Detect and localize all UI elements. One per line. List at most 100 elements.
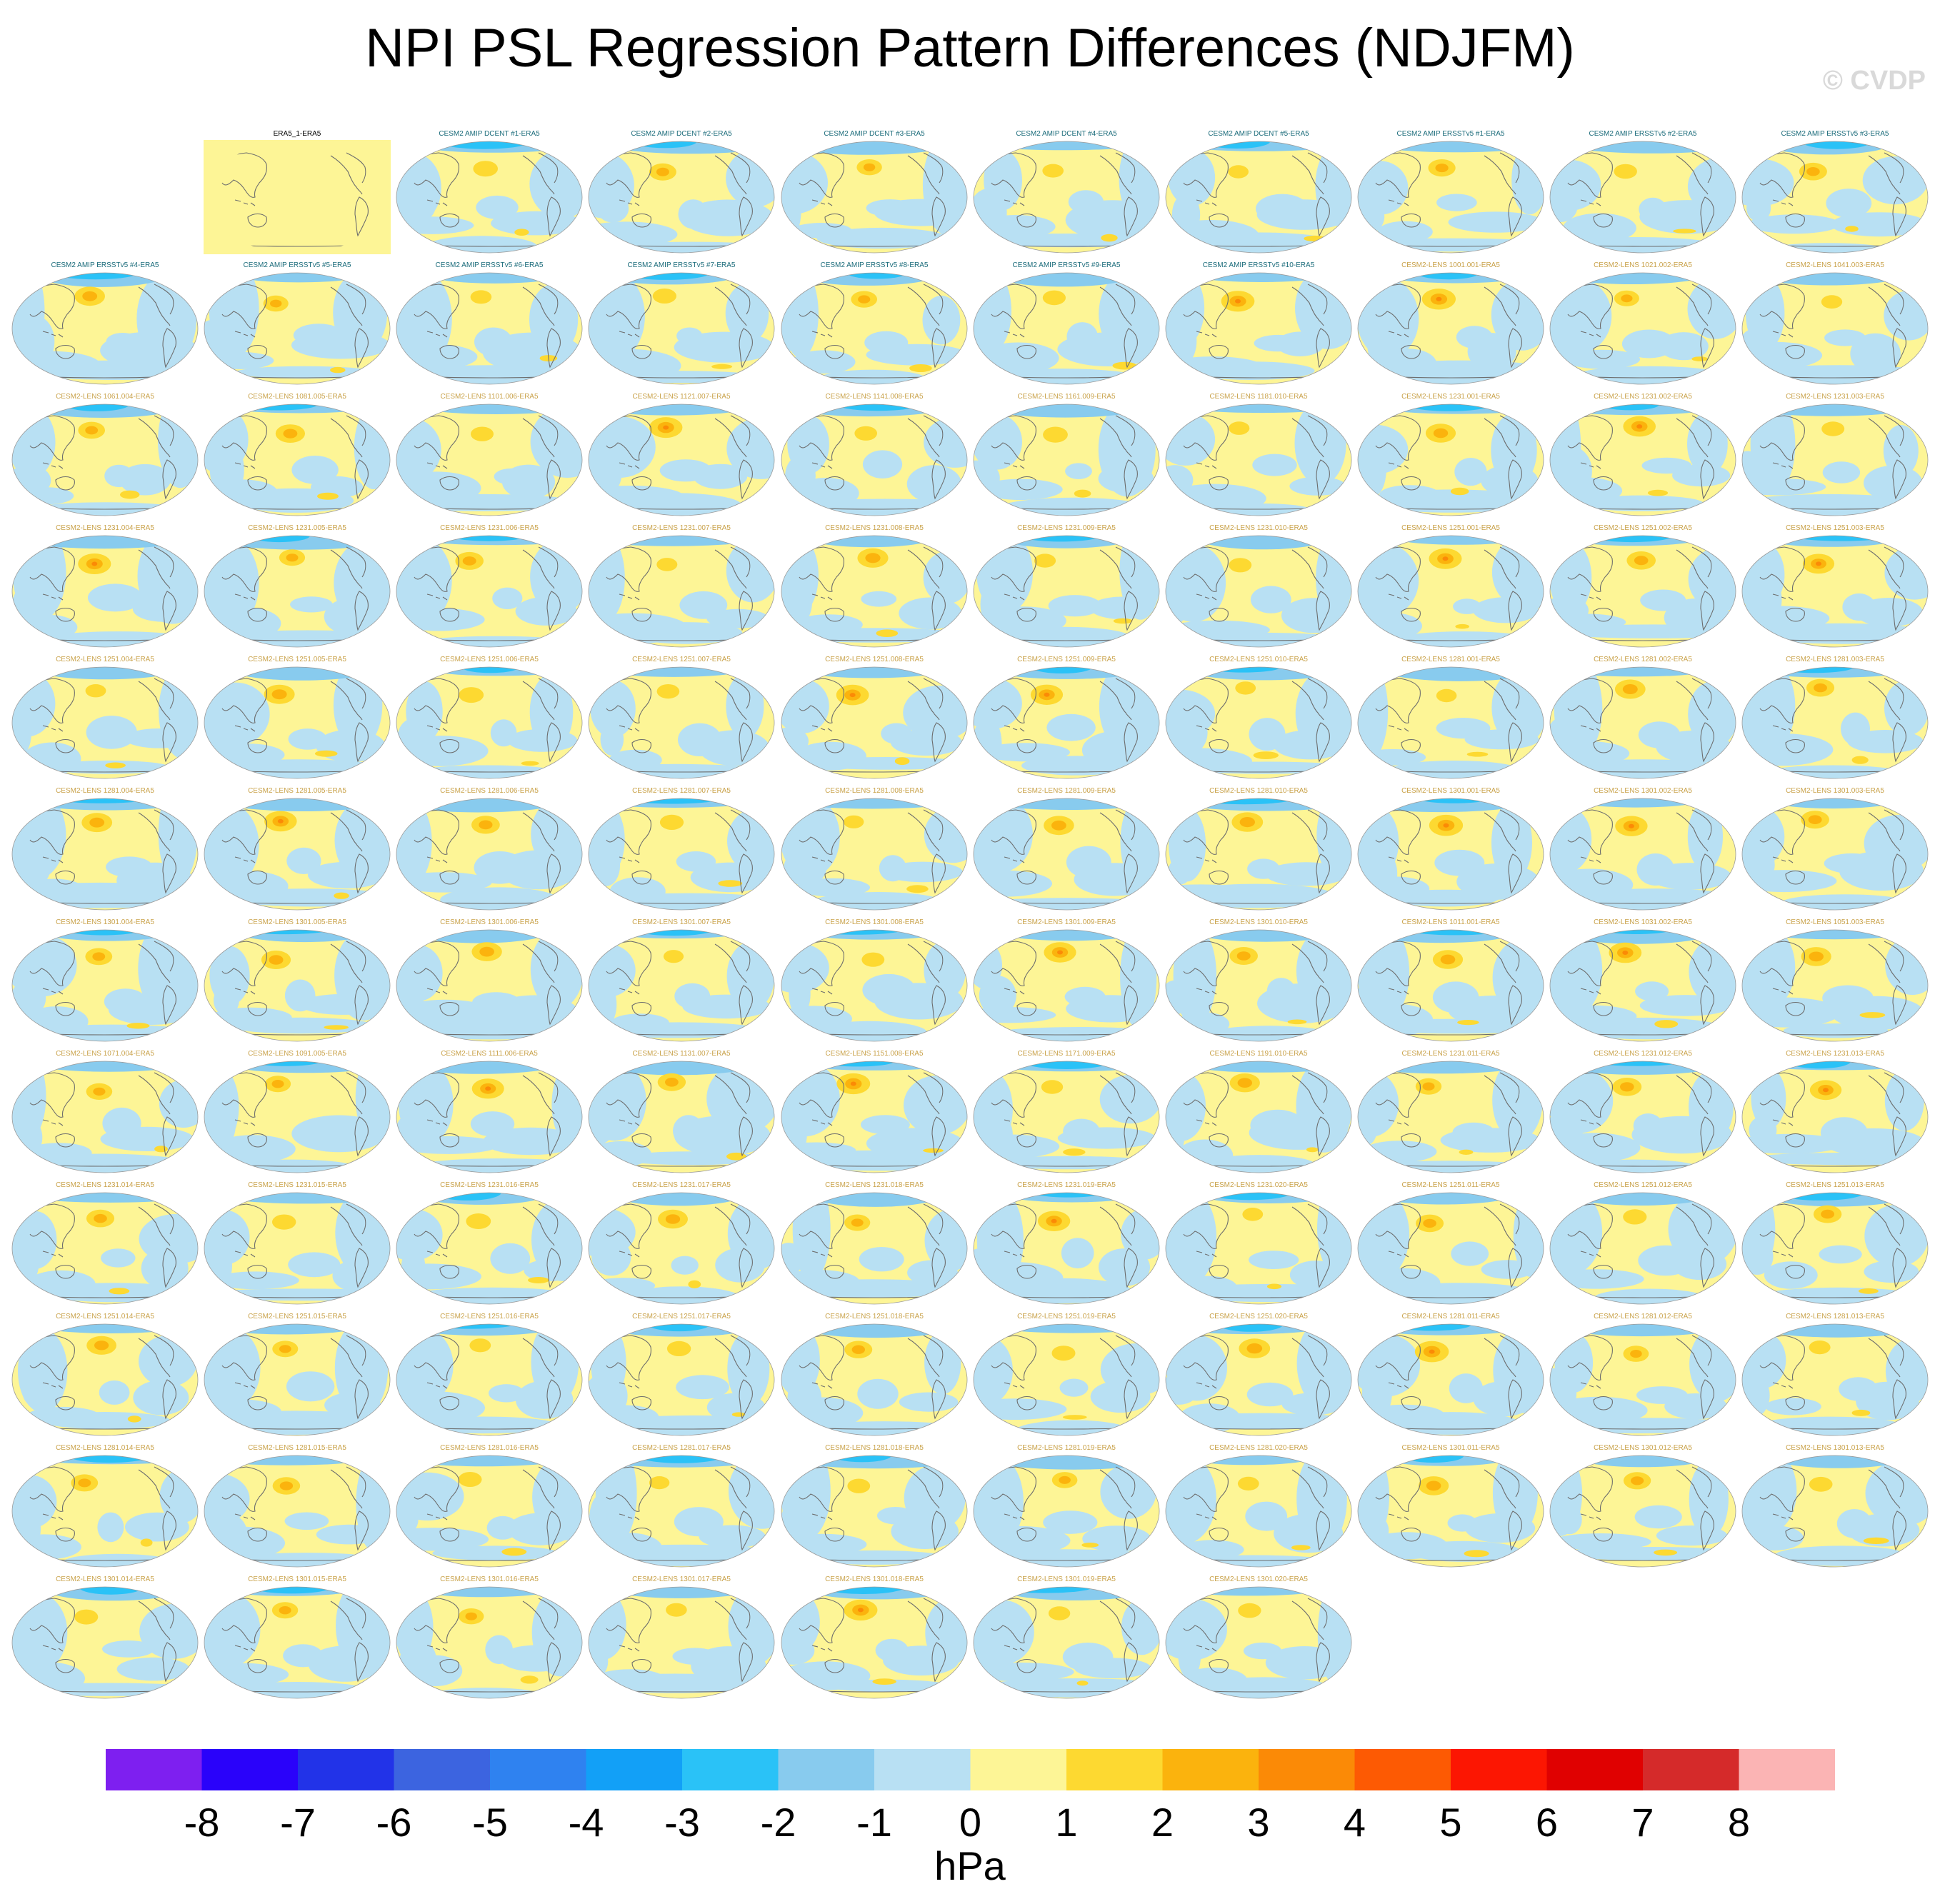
field-negative-region	[1166, 586, 1190, 626]
field-positive-center	[850, 1081, 856, 1086]
field-negative-region	[1068, 190, 1104, 214]
field-positive-center	[858, 295, 871, 304]
field-positive-center	[1242, 1208, 1264, 1221]
field-positive-center	[1464, 1550, 1489, 1558]
field-negative-region	[678, 723, 722, 756]
coastline	[354, 1116, 369, 1157]
colorbar-tick-label: -1	[856, 1800, 892, 1845]
map-border	[973, 1192, 1160, 1305]
coastline	[974, 809, 1036, 855]
map-panel	[396, 929, 583, 1042]
field-negative-region	[472, 992, 521, 1013]
coastline	[154, 678, 174, 709]
field-positive-center	[849, 693, 856, 698]
panel-title: CESM2-LENS 1281.020-ERA5	[1209, 1444, 1308, 1452]
field-positive-center	[1291, 1545, 1311, 1550]
coastline	[1742, 546, 1805, 592]
field-negative-region	[1550, 1533, 1651, 1550]
coastline	[1676, 1469, 1709, 1509]
panel-title: CESM2-LENS 1231.003-ERA5	[1786, 393, 1884, 401]
map-border	[973, 535, 1160, 648]
map-border	[1549, 272, 1736, 385]
coastline	[247, 870, 267, 885]
coastline	[1004, 199, 1025, 206]
field-positive-center	[485, 1086, 491, 1091]
coastline	[1785, 738, 1805, 753]
field-negative-region	[726, 417, 774, 479]
coastline	[162, 1510, 176, 1551]
coastline	[1785, 476, 1805, 491]
coastline	[1691, 1072, 1712, 1103]
coastline	[1004, 1251, 1025, 1258]
field-negative-region	[1066, 322, 1098, 351]
panel-title: CESM2-LENS 1281.001-ERA5	[1401, 656, 1500, 663]
coastline	[538, 1335, 559, 1366]
field-negative-region	[824, 1679, 949, 1692]
panel-title: CESM2-LENS 1281.005-ERA5	[248, 787, 346, 795]
field-negative-region	[781, 1243, 804, 1276]
coastline	[522, 943, 555, 983]
coastline	[730, 152, 751, 184]
coastline	[1785, 1527, 1805, 1542]
coastline	[1884, 1072, 1904, 1103]
field-positive-center	[286, 553, 299, 562]
panel-title: CESM2-LENS 1301.011-ERA5	[1401, 1444, 1500, 1452]
field-negative-region	[401, 1246, 426, 1289]
map-border	[781, 404, 968, 516]
field-positive-center	[471, 426, 494, 441]
coastline	[923, 1466, 944, 1498]
panel-title: CESM2-LENS 1251.001-ERA5	[1401, 524, 1500, 532]
map-panel	[973, 1455, 1160, 1568]
coastline	[974, 1203, 1036, 1249]
map-panel-container: CESM2-LENS 1231.004-ERA5	[11, 523, 199, 648]
coastline	[55, 344, 75, 359]
coastline	[1316, 328, 1330, 369]
coastline	[730, 1598, 751, 1629]
coastline	[330, 549, 363, 589]
field-negative-region	[474, 851, 526, 884]
map-border	[588, 1455, 775, 1568]
coastline	[138, 286, 171, 326]
field-positive-center	[126, 1023, 150, 1029]
coastline	[619, 725, 640, 732]
coastline	[154, 1203, 174, 1235]
field-positive-center	[1287, 1019, 1307, 1025]
map-panel	[973, 141, 1160, 254]
coastline	[619, 1119, 640, 1126]
panel-title: CESM2-LENS 1251.010-ERA5	[1209, 656, 1308, 663]
field-negative-region	[1218, 1324, 1284, 1332]
map-panel-container: CESM2-LENS 1281.010-ERA5	[1165, 786, 1352, 911]
field-negative-region	[1188, 273, 1334, 282]
map-panel-container: CESM2-LENS 1301.003-ERA5	[1741, 786, 1929, 911]
map-border	[396, 1323, 583, 1436]
map-border	[1741, 535, 1929, 648]
coastline	[1484, 1206, 1516, 1246]
map-border	[588, 535, 775, 648]
field-negative-region	[903, 685, 967, 740]
map-panel-container: CESM2-LENS 1301.008-ERA5	[781, 917, 968, 1043]
field-positive-center	[1063, 1148, 1086, 1156]
coastline	[1115, 415, 1136, 446]
field-negative-region	[781, 151, 829, 214]
panel-title: CESM2-LENS 1281.015-ERA5	[248, 1444, 346, 1452]
coastline	[346, 941, 366, 972]
coastline	[781, 809, 844, 855]
coastline	[42, 988, 64, 995]
coastline	[1166, 678, 1229, 723]
map-border	[1549, 1061, 1736, 1173]
field-negative-region	[1783, 1023, 1889, 1038]
coastline	[354, 459, 369, 500]
map-panel-container: CESM2-LENS 1161.009-ERA5	[973, 391, 1160, 517]
map-panel	[1549, 404, 1736, 516]
field-negative-region	[787, 1377, 822, 1419]
panel-title: CESM2-LENS 1231.007-ERA5	[632, 524, 731, 532]
field-positive-center	[271, 689, 287, 700]
coastline	[138, 681, 171, 721]
field-negative-region	[1021, 756, 1132, 776]
colorbar-swatch	[1066, 1749, 1164, 1790]
map-panel-container: CESM2-LENS 1231.019-ERA5	[973, 1180, 1160, 1306]
field-positive-center	[277, 818, 284, 823]
coastline	[439, 1001, 459, 1016]
field-negative-region	[284, 1512, 329, 1530]
coastline	[204, 678, 267, 723]
